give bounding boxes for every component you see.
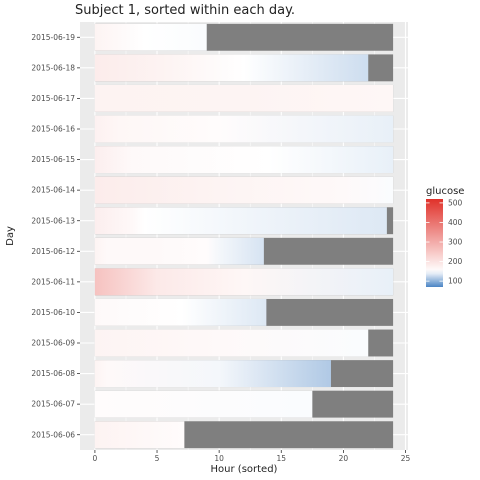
heatmap-row-2015-06-17 xyxy=(94,84,394,112)
heatmap-row-2015-06-11 xyxy=(94,268,394,296)
x-tick-label: 10 xyxy=(214,454,224,463)
y-tick-label: 2015-06-12 xyxy=(31,247,75,256)
glucose-cells xyxy=(94,176,394,204)
legend-tick-label: 200 xyxy=(448,257,463,266)
heatmap-row-2015-06-15 xyxy=(94,146,394,174)
legend-tick-label: 300 xyxy=(448,238,463,247)
glucose-cells xyxy=(94,237,264,265)
y-tick-label: 2015-06-07 xyxy=(31,400,75,409)
glucose-cells xyxy=(94,207,387,235)
x-tick-label: 5 xyxy=(155,454,160,463)
glucose-cells xyxy=(94,298,267,326)
glucose-cells xyxy=(94,54,369,82)
x-axis: 0 5 10 15 20 25 xyxy=(93,450,411,463)
glucose-cells xyxy=(94,115,394,143)
y-tick-label: 2015-06-06 xyxy=(31,430,75,439)
y-axis-title: Day xyxy=(5,226,16,246)
x-axis-title: Hour (sorted) xyxy=(211,464,278,475)
y-tick-label: 2015-06-09 xyxy=(31,339,75,348)
glucose-cells xyxy=(94,268,394,296)
glucose-cells xyxy=(94,23,207,51)
glucose-cells xyxy=(94,390,313,418)
glucose-cells xyxy=(94,421,185,449)
x-tick-label: 25 xyxy=(401,454,411,463)
x-tick-label: 0 xyxy=(93,454,98,463)
y-tick-label: 2015-06-18 xyxy=(31,63,75,72)
heatmap-row-2015-06-12 xyxy=(94,237,394,265)
x-tick-label: 15 xyxy=(276,454,286,463)
x-tick-label: 20 xyxy=(339,454,349,463)
y-tick-label: 2015-06-13 xyxy=(31,216,75,225)
heatmap-row-2015-06-08 xyxy=(94,360,394,388)
heatmap-rows xyxy=(94,23,394,449)
glucose-cells xyxy=(94,329,369,357)
legend-title: glucose xyxy=(426,186,464,197)
heatmap-row-2015-06-18 xyxy=(94,54,394,82)
glucose-cells xyxy=(94,360,331,388)
color-legend: glucose 100 200 300 400 500 xyxy=(426,186,464,287)
heatmap-row-2015-06-16 xyxy=(94,115,394,143)
glucose-cells xyxy=(94,146,394,174)
legend-tick-label: 100 xyxy=(448,277,463,286)
chart-title: Subject 1, sorted within each day. xyxy=(75,3,295,18)
y-tick-label: 2015-06-11 xyxy=(31,277,75,286)
heatmap-row-2015-06-14 xyxy=(94,176,394,204)
heatmap-row-2015-06-09 xyxy=(94,329,394,357)
y-tick-label: 2015-06-10 xyxy=(31,308,75,317)
y-tick-label: 2015-06-16 xyxy=(31,125,75,134)
legend-tick-label: 500 xyxy=(448,199,463,208)
y-axis: 2015-06-19 2015-06-18 2015-06-17 2015-06-16… xyxy=(31,33,80,439)
y-tick-label: 2015-06-08 xyxy=(31,369,75,378)
legend-tick-label: 400 xyxy=(448,218,463,227)
legend-color-bar xyxy=(426,199,443,287)
heatmap-row-2015-06-19 xyxy=(94,23,394,51)
glucose-cells xyxy=(94,84,394,112)
y-tick-label: 2015-06-15 xyxy=(31,155,75,164)
heatmap-row-2015-06-07 xyxy=(94,390,394,418)
heatmap-row-2015-06-10 xyxy=(94,298,394,326)
heatmap-row-2015-06-06 xyxy=(94,421,394,449)
y-tick-label: 2015-06-17 xyxy=(31,94,75,103)
heatmap-row-2015-06-13 xyxy=(94,207,394,235)
y-tick-label: 2015-06-14 xyxy=(31,186,75,195)
y-tick-label: 2015-06-19 xyxy=(31,33,75,42)
